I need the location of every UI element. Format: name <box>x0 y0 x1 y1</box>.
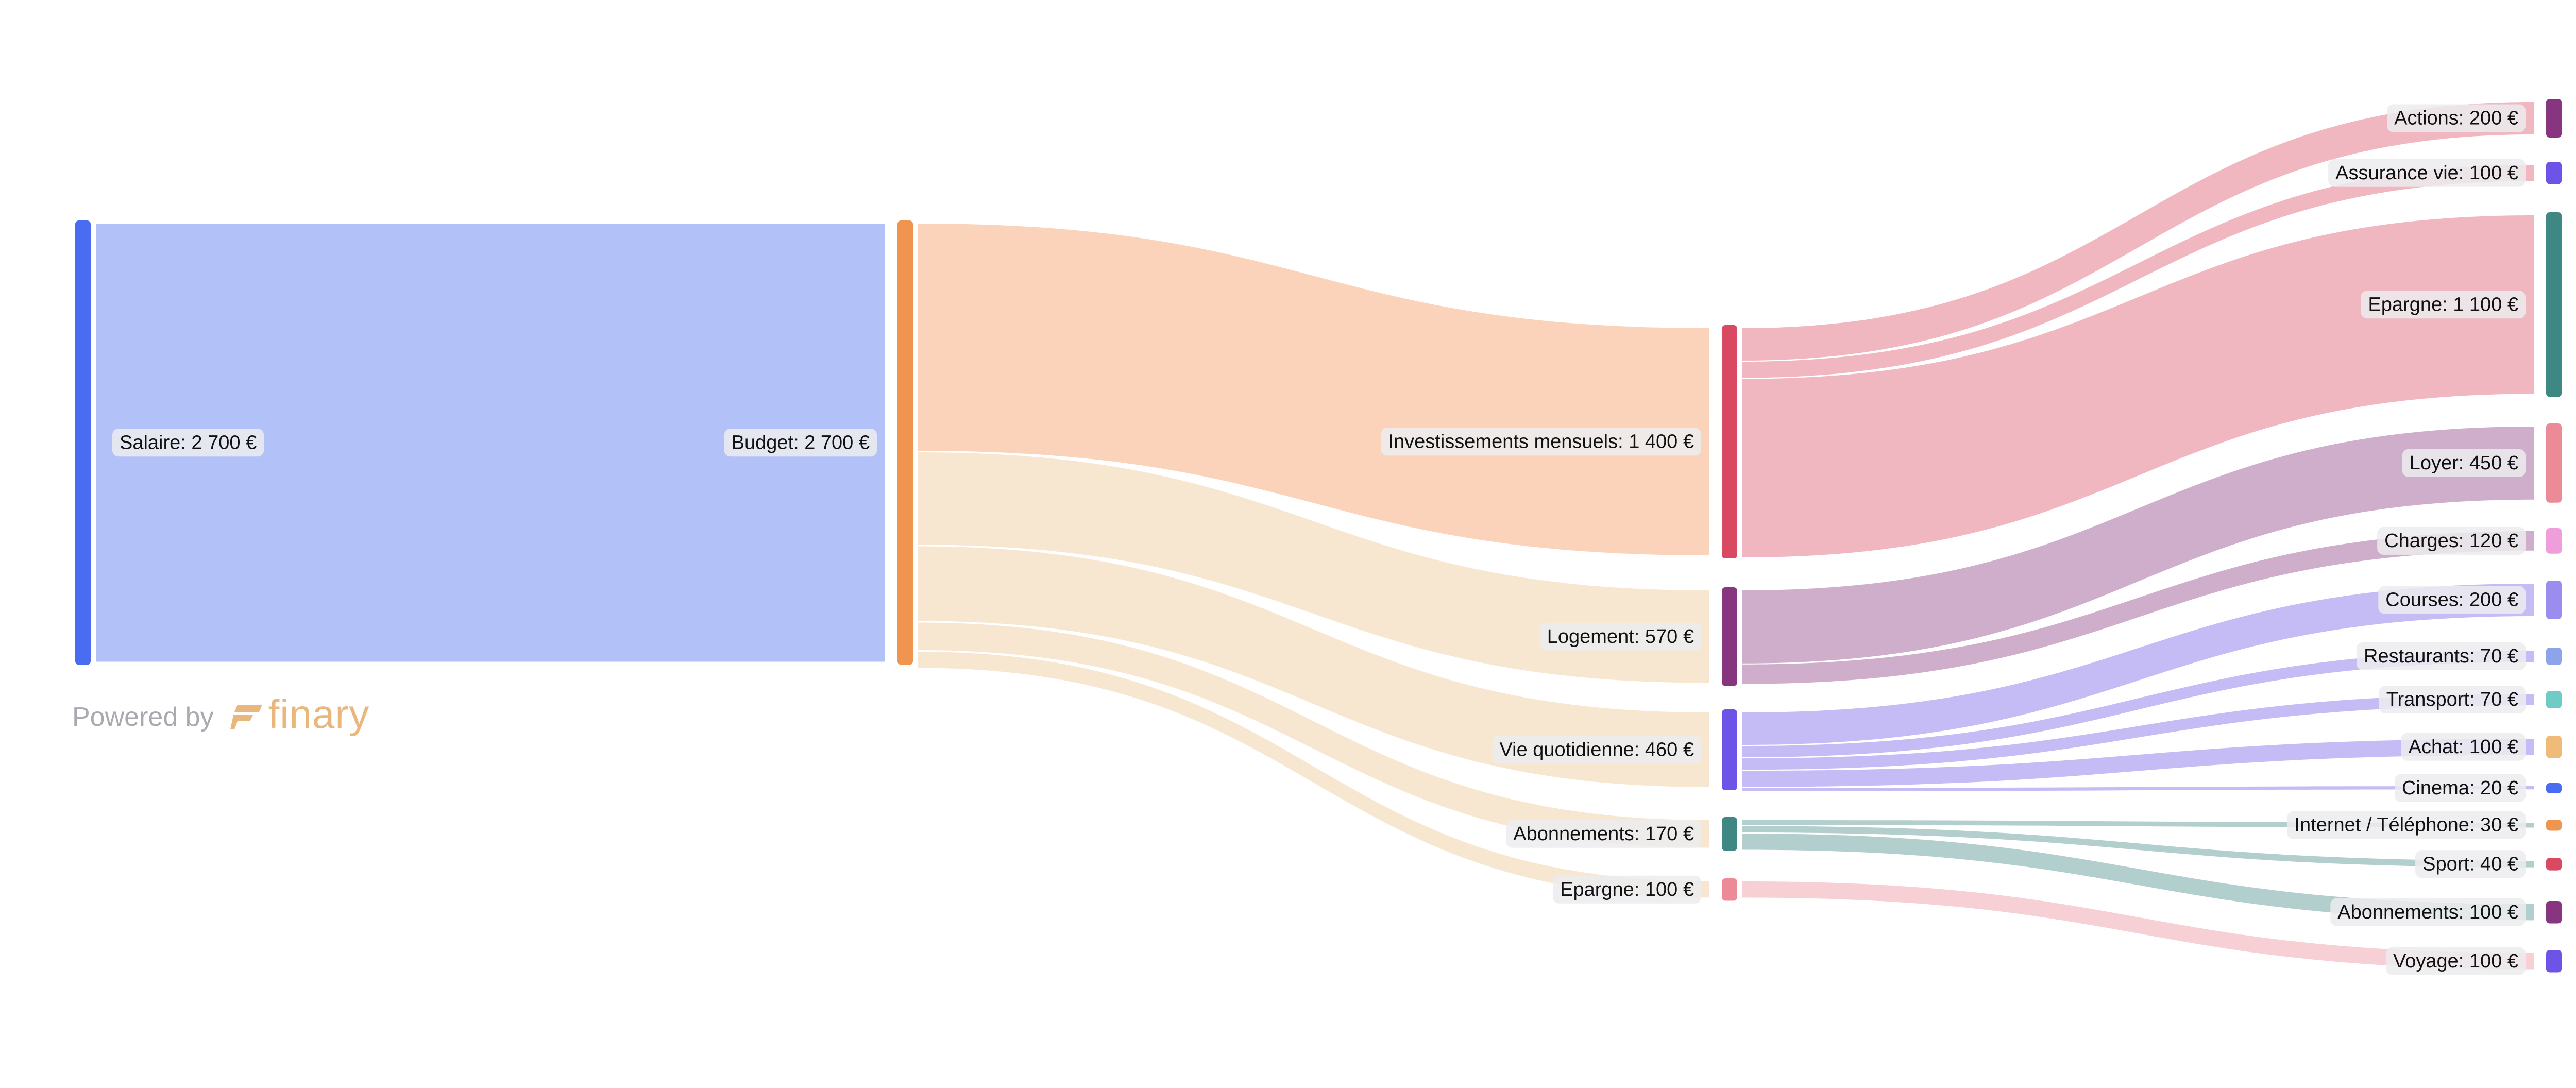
label-actions: Actions: 200 € <box>2387 104 2526 132</box>
label-text-abos: Abonnements: 170 € <box>1513 823 1694 845</box>
label-text-actions: Actions: 200 € <box>2394 108 2518 129</box>
link-logement-to-charges <box>1742 531 2534 684</box>
node-courses <box>2546 581 2562 619</box>
label-transport: Transport: 70 € <box>2379 686 2526 714</box>
label-sport: Sport: 40 € <box>2415 850 2526 878</box>
node-loyer <box>2546 423 2562 503</box>
node-transport <box>2546 691 2562 709</box>
label-text-courses: Courses: 200 € <box>2385 589 2518 611</box>
link-budget-to-invest <box>918 224 1709 555</box>
link-invest-to-epargne <box>1742 215 2534 557</box>
label-text-budget: Budget: 2 700 € <box>732 432 870 453</box>
link-abos-to-sport <box>1742 826 2534 868</box>
node-salaire <box>75 220 91 665</box>
label-budget: Budget: 2 700 € <box>724 429 877 457</box>
node-restaurants <box>2546 648 2562 666</box>
node-achat <box>2546 736 2562 758</box>
node-abonnements <box>2546 901 2562 924</box>
node-charges <box>2546 528 2562 554</box>
label-internet: Internet / Téléphone: 30 € <box>2287 811 2526 839</box>
node-logement <box>1722 587 1737 686</box>
label-text-invest: Investissements mensuels: 1 400 € <box>1388 431 1694 453</box>
label-assurance: Assurance vie: 100 € <box>2328 159 2526 187</box>
label-achat: Achat: 100 € <box>2401 733 2526 761</box>
label-epargne: Epargne: 1 100 € <box>2361 291 2526 319</box>
node-cinema <box>2546 783 2562 793</box>
finary-logo-wordmark: finary <box>268 691 370 737</box>
link-budget-to-abos <box>918 622 1709 848</box>
link-invest-to-assurance <box>1742 165 2534 378</box>
label-invest: Investissements mensuels: 1 400 € <box>1381 428 1701 456</box>
label-text-voyage: Voyage: 100 € <box>2393 950 2518 972</box>
label-vie: Vie quotidienne: 460 € <box>1492 736 1701 764</box>
link-vie-to-restaurants <box>1742 651 2534 758</box>
node-actions <box>2546 99 2562 138</box>
node-abos <box>1722 817 1737 851</box>
link-vie-to-transport <box>1742 694 2534 770</box>
label-abonnements: Abonnements: 100 € <box>2330 898 2526 926</box>
label-cinema: Cinema: 20 € <box>2394 774 2526 802</box>
links-layer <box>96 102 2534 970</box>
link-logement-to-loyer <box>1742 427 2534 664</box>
link-invest-to-actions <box>1742 102 2534 361</box>
node-epargne_mid <box>1722 878 1737 901</box>
label-text-epargne: Epargne: 1 100 € <box>2368 294 2518 315</box>
label-text-logement: Logement: 570 € <box>1547 626 1694 648</box>
finary-logo: finary <box>230 691 370 737</box>
label-voyage: Voyage: 100 € <box>2386 947 2526 975</box>
labels-layer: Salaire: 2 700 € Budget: 2 700 € Investiss… <box>112 104 2526 975</box>
label-text-epargne_mid: Epargne: 100 € <box>1560 879 1694 900</box>
label-restaurants: Restaurants: 70 € <box>2357 642 2526 671</box>
link-epargne_mid-to-voyage <box>1742 881 2534 970</box>
nodes-layer <box>75 99 2562 973</box>
label-epargne_mid: Epargne: 100 € <box>1553 875 1701 904</box>
label-text-sport: Sport: 40 € <box>2422 853 2518 875</box>
label-text-cinema: Cinema: 20 € <box>2402 777 2518 799</box>
link-vie-to-courses <box>1742 584 2534 745</box>
link-budget-to-epargne_mid <box>918 652 1709 898</box>
label-text-abonnements: Abonnements: 100 € <box>2337 902 2518 923</box>
label-salaire: Salaire: 2 700 € <box>112 429 264 457</box>
label-logement: Logement: 570 € <box>1539 622 1701 651</box>
label-charges: Charges: 120 € <box>2377 526 2526 555</box>
label-text-vie: Vie quotidienne: 460 € <box>1499 739 1694 760</box>
label-text-achat: Achat: 100 € <box>2409 736 2518 758</box>
link-budget-to-logement <box>918 452 1709 683</box>
label-text-assurance: Assurance vie: 100 € <box>2335 162 2518 184</box>
powered-by-footer: Powered by finary <box>72 691 370 738</box>
node-assurance <box>2546 162 2562 184</box>
link-salaire-to-budget <box>96 224 885 662</box>
node-epargne <box>2546 212 2562 397</box>
node-budget <box>897 220 913 665</box>
node-vie <box>1722 709 1737 790</box>
node-voyage <box>2546 950 2562 973</box>
label-text-internet: Internet / Téléphone: 30 € <box>2294 814 2518 836</box>
label-text-restaurants: Restaurants: 70 € <box>2364 645 2518 667</box>
link-vie-to-cinema <box>1742 786 2534 791</box>
link-vie-to-achat <box>1742 739 2534 787</box>
label-text-transport: Transport: 70 € <box>2386 689 2518 710</box>
finary-logo-icon <box>230 705 262 729</box>
label-text-salaire: Salaire: 2 700 € <box>120 432 257 453</box>
link-budget-to-vie <box>918 546 1709 787</box>
node-invest <box>1722 325 1737 558</box>
powered-by-text: Powered by <box>72 702 214 732</box>
label-abos: Abonnements: 170 € <box>1506 820 1701 848</box>
label-courses: Courses: 200 € <box>2378 586 2526 614</box>
node-sport <box>2546 858 2562 871</box>
label-text-loyer: Loyer: 450 € <box>2410 452 2518 474</box>
label-text-charges: Charges: 120 € <box>2384 530 2518 552</box>
label-loyer: Loyer: 450 € <box>2402 449 2526 477</box>
node-internet <box>2546 820 2562 831</box>
